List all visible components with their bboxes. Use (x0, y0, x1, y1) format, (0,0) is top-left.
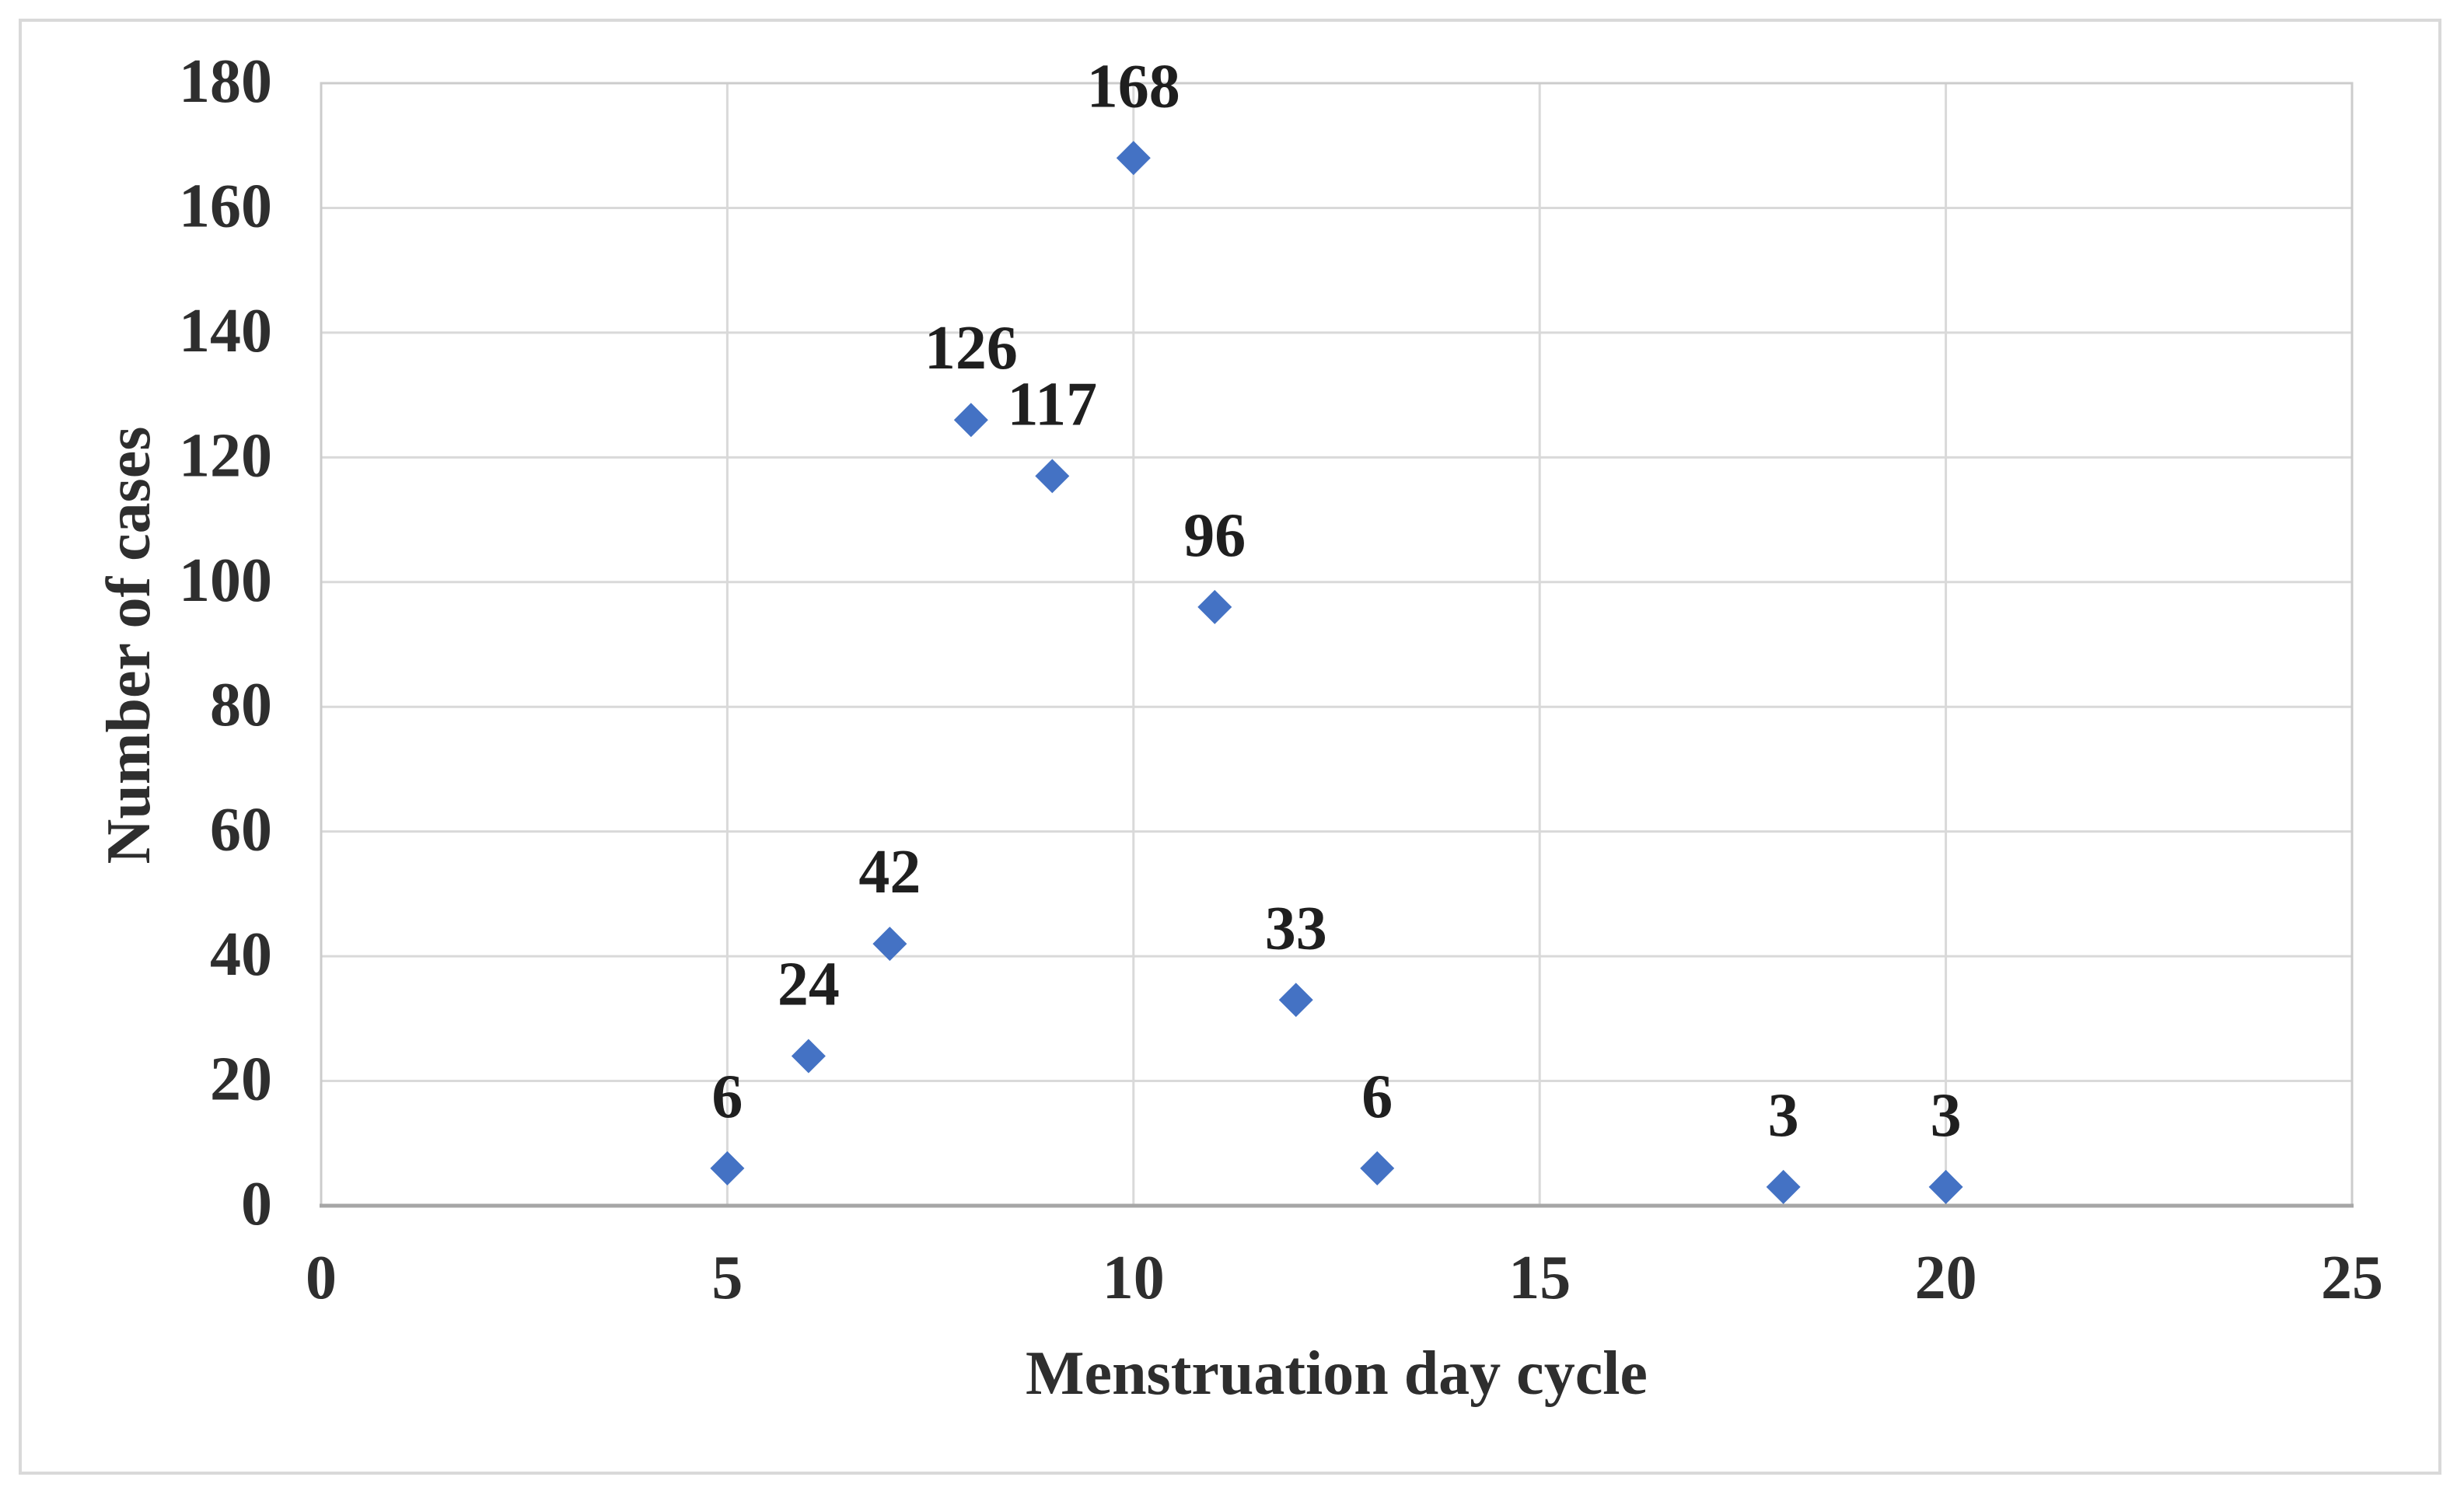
x-tick-label: 5 (711, 1244, 743, 1312)
y-tick-label: 140 (179, 297, 272, 365)
data-point-marker (1035, 459, 1070, 494)
x-tick-label: 15 (1508, 1244, 1571, 1312)
data-point-markers (710, 141, 1963, 1204)
y-tick-label: 0 (241, 1170, 272, 1238)
y-tick-label: 60 (210, 796, 272, 864)
data-point-marker (953, 403, 988, 438)
x-tick-label: 20 (1915, 1244, 1977, 1312)
x-tick-label: 10 (1103, 1244, 1165, 1312)
data-point-marker (1766, 1169, 1801, 1204)
y-tick-label: 20 (210, 1046, 272, 1114)
gridlines (320, 82, 2354, 1207)
data-point-label: 6 (1361, 1063, 1393, 1131)
data-point-label: 126 (924, 314, 1018, 382)
data-point-marker (1928, 1169, 1963, 1204)
y-tick-label: 120 (179, 421, 272, 490)
data-point-marker (1116, 141, 1151, 176)
plot-area (320, 82, 2354, 1207)
data-point-marker (1278, 983, 1313, 1018)
data-point-label: 117 (1008, 370, 1098, 438)
x-axis-title: Menstruation day cycle (1026, 1339, 1648, 1408)
data-point-marker (872, 927, 907, 962)
data-point-label: 3 (1931, 1081, 1962, 1150)
y-axis-title: Number of cases (95, 427, 163, 864)
y-tick-label: 180 (179, 47, 272, 116)
y-tick-label: 100 (179, 546, 272, 615)
data-point-label: 33 (1265, 894, 1327, 962)
data-point-label: 3 (1768, 1081, 1799, 1150)
y-tick-label: 40 (210, 920, 272, 989)
data-point-label: 6 (711, 1063, 743, 1131)
x-axis-tick-labels: 0 5 10 15 20 25 (306, 1244, 2383, 1312)
data-point-marker (1360, 1151, 1395, 1185)
figure-border (19, 19, 2441, 1475)
y-axis-tick-labels: 0 20 40 60 80 100 120 140 160 180 (179, 47, 272, 1238)
y-tick-label: 80 (210, 671, 272, 739)
data-point-marker (791, 1039, 826, 1074)
data-point-label: 24 (778, 950, 840, 1018)
y-tick-label: 160 (179, 172, 272, 240)
x-tick-label: 0 (306, 1244, 337, 1312)
data-point-label: 168 (1087, 52, 1180, 120)
data-point-marker (710, 1151, 745, 1185)
data-point-label: 42 (858, 838, 921, 906)
data-point-label: 96 (1183, 501, 1246, 570)
x-tick-label: 25 (2321, 1244, 2383, 1312)
data-point-marker (1197, 589, 1232, 624)
